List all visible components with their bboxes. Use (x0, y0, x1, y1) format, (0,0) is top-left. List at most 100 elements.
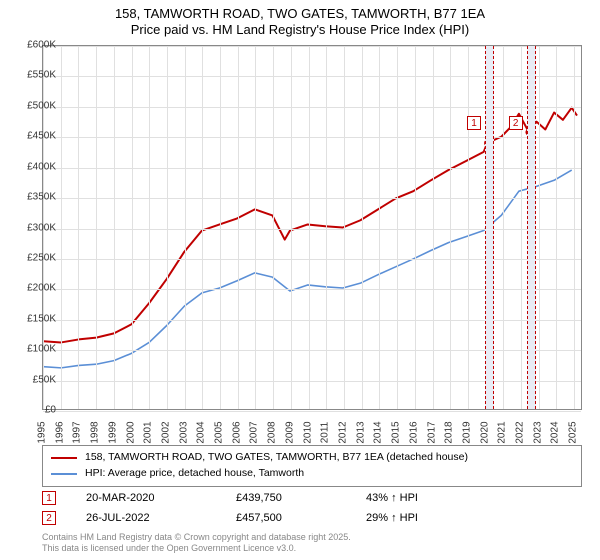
transaction-row: 2 26-JUL-2022£457,50029% ↑ HPI (42, 508, 582, 528)
gridline-vertical (149, 46, 150, 409)
gridline-vertical (255, 46, 256, 409)
x-axis-label: 2002 (160, 421, 171, 443)
x-axis-label: 2020 (479, 421, 490, 443)
x-axis-label: 1995 (37, 421, 48, 443)
chart-plot-area: 12 (42, 45, 582, 410)
y-axis-label: £600K (16, 40, 56, 51)
x-axis-label: 1997 (72, 421, 83, 443)
x-axis-label: 2022 (515, 421, 526, 443)
gridline-vertical (273, 46, 274, 409)
transaction-pct: 29% ↑ HPI (366, 512, 486, 524)
x-axis-label: 2006 (231, 421, 242, 443)
x-axis-label: 2007 (249, 421, 260, 443)
legend-swatch (51, 457, 77, 459)
gridline-vertical (450, 46, 451, 409)
x-axis-label: 1996 (54, 421, 65, 443)
x-axis-label: 2014 (373, 421, 384, 443)
gridline-horizontal (43, 350, 581, 351)
gridline-horizontal (43, 320, 581, 321)
transaction-pct: 43% ↑ HPI (366, 492, 486, 504)
gridline-vertical (220, 46, 221, 409)
x-axis-label: 2021 (497, 421, 508, 443)
gridline-vertical (503, 46, 504, 409)
transaction-marker-number: 1 (42, 491, 56, 505)
x-axis-label: 2000 (125, 421, 136, 443)
gridline-vertical (433, 46, 434, 409)
y-axis-label: £0 (16, 405, 56, 416)
series-line-price_paid (43, 108, 577, 343)
transaction-row: 1 20-MAR-2020£439,75043% ↑ HPI (42, 488, 582, 508)
gridline-vertical (167, 46, 168, 409)
marker-label: 1 (467, 116, 481, 130)
x-axis-label: 2024 (550, 421, 561, 443)
transaction-date: 26-JUL-2022 (86, 512, 236, 524)
gridline-horizontal (43, 107, 581, 108)
x-axis-label: 2008 (267, 421, 278, 443)
gridline-vertical (132, 46, 133, 409)
gridline-vertical (326, 46, 327, 409)
legend-text: HPI: Average price, detached house, Tamw… (85, 466, 304, 482)
legend-row: 158, TAMWORTH ROAD, TWO GATES, TAMWORTH,… (51, 450, 573, 466)
gridline-horizontal (43, 198, 581, 199)
gridline-horizontal (43, 76, 581, 77)
legend-row: HPI: Average price, detached house, Tamw… (51, 466, 573, 482)
legend-swatch (51, 473, 77, 475)
x-axis-label: 2017 (426, 421, 437, 443)
gridline-horizontal (43, 259, 581, 260)
y-axis-label: £50K (16, 374, 56, 385)
y-axis-label: £500K (16, 100, 56, 111)
legend-box: 158, TAMWORTH ROAD, TWO GATES, TAMWORTH,… (42, 445, 582, 487)
gridline-vertical (379, 46, 380, 409)
x-axis-label: 2016 (408, 421, 419, 443)
y-axis-label: £200K (16, 283, 56, 294)
transaction-marker-number: 2 (42, 511, 56, 525)
y-axis-label: £300K (16, 222, 56, 233)
x-axis-label: 2009 (284, 421, 295, 443)
y-axis-label: £450K (16, 131, 56, 142)
chart-svg (43, 46, 581, 409)
gridline-vertical (185, 46, 186, 409)
gridline-vertical (521, 46, 522, 409)
gridline-vertical (539, 46, 540, 409)
y-axis-label: £350K (16, 192, 56, 203)
x-axis-label: 2012 (337, 421, 348, 443)
x-axis-label: 2023 (532, 421, 543, 443)
x-axis-label: 2019 (461, 421, 472, 443)
marker-band (527, 46, 536, 409)
x-axis-label: 1999 (107, 421, 118, 443)
x-axis-label: 2015 (391, 421, 402, 443)
gridline-vertical (96, 46, 97, 409)
x-axis-label: 2003 (178, 421, 189, 443)
x-axis-label: 2005 (214, 421, 225, 443)
gridline-vertical (574, 46, 575, 409)
gridline-vertical (397, 46, 398, 409)
x-axis-label: 2001 (143, 421, 154, 443)
footer-line-1: Contains HM Land Registry data © Crown c… (42, 532, 351, 543)
x-axis-label: 2018 (444, 421, 455, 443)
x-axis-label: 2004 (196, 421, 207, 443)
title-block: 158, TAMWORTH ROAD, TWO GATES, TAMWORTH,… (0, 0, 600, 39)
transaction-price: £457,500 (236, 512, 366, 524)
y-axis-label: £100K (16, 344, 56, 355)
gridline-horizontal (43, 46, 581, 47)
gridline-vertical (78, 46, 79, 409)
legend-text: 158, TAMWORTH ROAD, TWO GATES, TAMWORTH,… (85, 450, 468, 466)
gridline-horizontal (43, 381, 581, 382)
gridline-vertical (362, 46, 363, 409)
gridline-horizontal (43, 289, 581, 290)
gridline-vertical (238, 46, 239, 409)
x-axis-label: 2010 (302, 421, 313, 443)
gridline-horizontal (43, 411, 581, 412)
gridline-vertical (556, 46, 557, 409)
marker-label: 2 (509, 116, 523, 130)
transaction-price: £439,750 (236, 492, 366, 504)
transaction-date: 20-MAR-2020 (86, 492, 236, 504)
gridline-vertical (291, 46, 292, 409)
gridline-vertical (344, 46, 345, 409)
y-axis-label: £250K (16, 252, 56, 263)
marker-band (485, 46, 494, 409)
gridline-horizontal (43, 168, 581, 169)
gridline-vertical (415, 46, 416, 409)
gridline-vertical (114, 46, 115, 409)
y-axis-label: £550K (16, 70, 56, 81)
